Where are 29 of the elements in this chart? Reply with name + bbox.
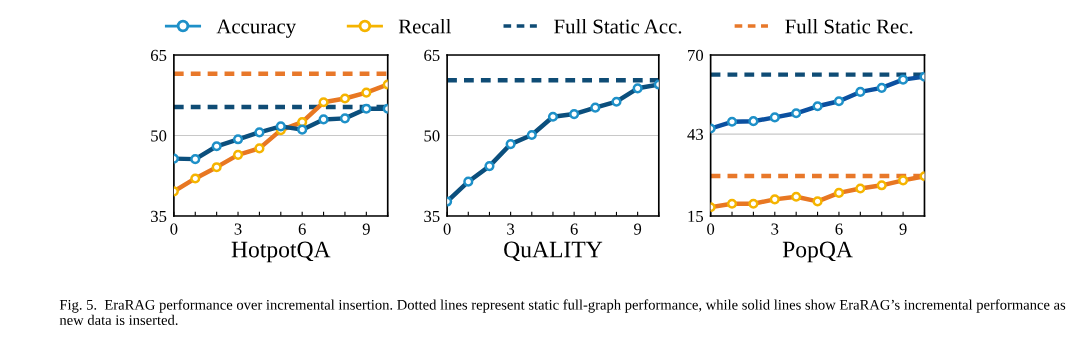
y-tick-label: 50 [424, 130, 440, 142]
x-tick-label: 6 [835, 223, 843, 235]
legend-label: Recall [398, 18, 452, 34]
x-axis-title: PopQA [782, 241, 853, 263]
legend-label: Accuracy [216, 19, 297, 38]
y-tick-label: 70 [688, 49, 704, 61]
x-tick-label: 0 [707, 223, 715, 235]
x-tick-label: 6 [298, 223, 306, 235]
legend-label: Full Static Rec. [785, 18, 913, 34]
x-axis-title: HotpotQA [231, 241, 331, 263]
x-tick-label: 9 [899, 223, 907, 235]
y-tick-label: 15 [688, 210, 704, 222]
x-tick-label: 0 [443, 223, 451, 235]
y-tick-label: 35 [424, 210, 440, 222]
caption: Fig. 5. EraRAG performance over incremental insertion. Dotted lines represent static full-graph performance, while solid lines show EraRAG’s incremental performance as new data is inserted. [59, 299, 1066, 326]
x-axis-title: QuALITY [504, 241, 603, 262]
x-tick-label: 3 [507, 223, 515, 235]
y-tick-label: 65 [150, 49, 167, 61]
y-tick-label: 35 [151, 210, 167, 222]
x-tick-label: 0 [170, 223, 178, 235]
x-tick-label: 9 [634, 223, 642, 235]
x-tick-label: 9 [362, 223, 370, 235]
y-tick-label: 65 [424, 49, 440, 61]
legend-label: Full Static Acc. [554, 18, 682, 34]
x-tick-label: 3 [771, 223, 779, 235]
x-tick-label: 3 [234, 223, 242, 235]
y-tick-label: 43 [687, 128, 704, 141]
y-tick-label: 50 [151, 130, 167, 142]
x-tick-label: 6 [570, 223, 578, 235]
